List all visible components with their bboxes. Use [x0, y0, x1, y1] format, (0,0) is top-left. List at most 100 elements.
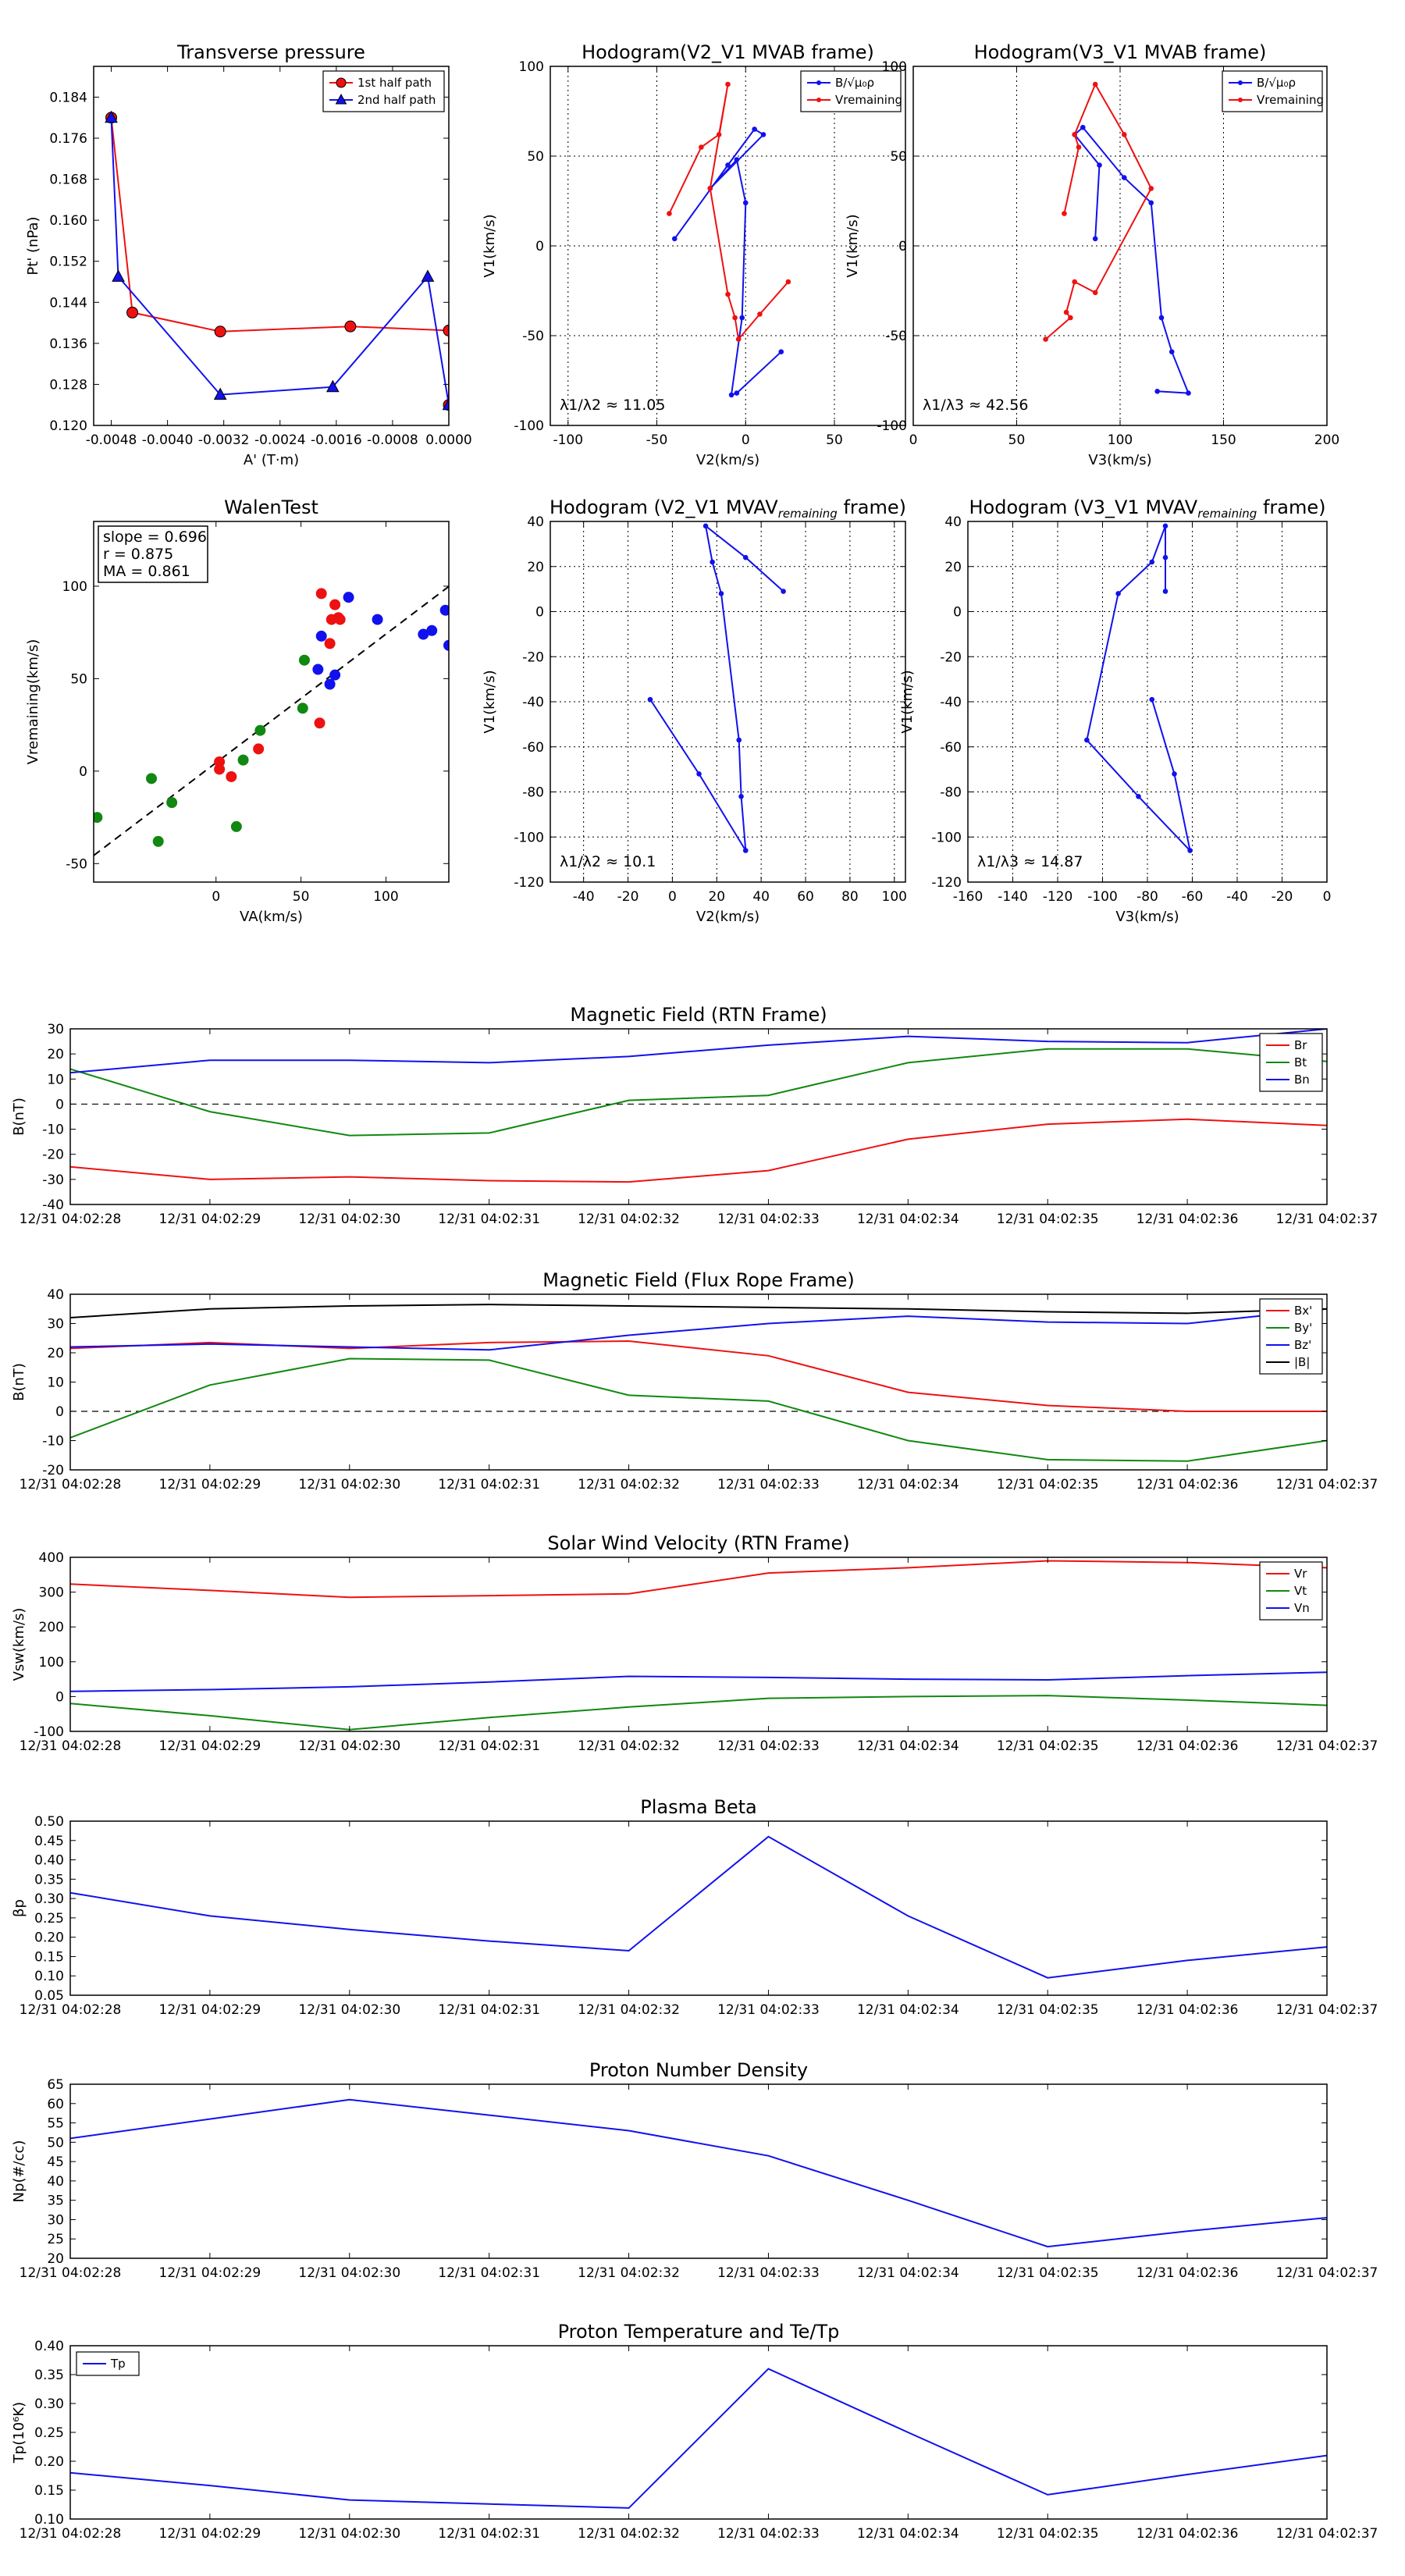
- x-tick-label: 12/31 04:02:34: [857, 1212, 959, 1227]
- x-tick-label: 12/31 04:02:33: [717, 2265, 820, 2281]
- chart-beta: 12/31 04:02:28 12/31 04:02:29 12/31 04:02:…: [11, 1796, 1378, 2018]
- x-tick-label: -0.0048: [86, 432, 137, 448]
- marker-dot: [1168, 349, 1175, 355]
- chart-h4: -160 -140 -120 -100 -80 -60 -40 -20 0 -120 -100 -80…: [899, 496, 1331, 925]
- y-tick-label: 100: [62, 579, 87, 595]
- y-tick-label: 10: [47, 1072, 64, 1087]
- data-point-green: [152, 835, 164, 847]
- marker-dot: [696, 771, 702, 777]
- data-point-blue: [443, 639, 449, 651]
- x-tick-label: 12/31 04:02:34: [857, 1477, 959, 1493]
- y-tick-label: -120: [931, 875, 962, 891]
- y-tick-label: 400: [39, 1550, 64, 1566]
- legend-label: Br: [1294, 1038, 1307, 1052]
- x-tick-label: 0: [742, 432, 750, 448]
- legend-box: [800, 70, 902, 112]
- x-tick-label: 12/31 04:02:28: [20, 2526, 122, 2542]
- y-tick-label: 35: [47, 2194, 64, 2209]
- axes-frame: [69, 1293, 1328, 1471]
- data-point-blue: [426, 624, 438, 636]
- plot-area: [70, 1835, 1327, 1979]
- x-axis-label: V3(km/s): [1088, 452, 1151, 468]
- data-point-blue: [315, 630, 327, 642]
- chart-title: WalenTest: [224, 496, 318, 518]
- y-tick-label: 0.40: [34, 1853, 64, 1869]
- legend-label: Bn: [1294, 1073, 1310, 1087]
- marker-dot: [710, 559, 715, 565]
- series-line-B: [70, 1304, 1327, 1318]
- legend-marker: [816, 98, 821, 102]
- y-tick-label: -100: [931, 830, 962, 845]
- y-tick-label: 0.40: [34, 2339, 64, 2354]
- y-tick-label: 0.25: [34, 1911, 64, 1927]
- axes-frame: [550, 521, 906, 883]
- x-tick-label: -0.0008: [367, 432, 418, 448]
- y-tick-label: 30: [47, 2212, 64, 2228]
- y-tick-label: 0.160: [49, 213, 87, 229]
- chart-title: Hodogram (V2_V1 MVAVremaining frame): [550, 496, 906, 521]
- y-tick-label: 0.136: [49, 336, 87, 352]
- x-axis-label: V3(km/s): [1115, 909, 1179, 925]
- y-tick-label: 200: [39, 1620, 64, 1635]
- chart-title: Proton Number Density: [589, 2059, 808, 2081]
- x-tick-label: 12/31 04:02:33: [717, 2526, 820, 2542]
- data-point-red: [314, 717, 325, 729]
- y-tick-label: 0: [55, 1689, 64, 1705]
- x-tick-label: 12/31 04:02:31: [438, 2526, 540, 2542]
- y-axis-label: B(nT): [11, 1098, 27, 1136]
- marker-dot: [1122, 132, 1127, 137]
- legend-label: Vt: [1294, 1584, 1307, 1598]
- axes-frame: [93, 66, 450, 426]
- x-tick-label: 12/31 04:02:36: [1136, 2265, 1239, 2281]
- marker-dot: [1154, 389, 1160, 394]
- y-tick-label: 40: [47, 1287, 64, 1303]
- y-tick-label: 20: [47, 1346, 64, 1361]
- x-tick-label: -0.0040: [142, 432, 194, 448]
- y-tick-label: 0.10: [34, 2512, 64, 2528]
- plot-area: [70, 1029, 1327, 1183]
- marker-dot: [742, 200, 749, 206]
- legend-box: [322, 70, 445, 112]
- y-tick-label: 10: [47, 1375, 64, 1391]
- y-tick-label: 100: [882, 59, 907, 75]
- plot-area: [70, 2368, 1327, 2509]
- x-tick-label: 50: [293, 889, 310, 905]
- x-tick-label: 100: [373, 889, 398, 905]
- marker-dot: [1136, 793, 1141, 799]
- x-tick-label: 12/31 04:02:37: [1276, 2526, 1378, 2542]
- x-tick-label: 12/31 04:02:37: [1276, 1477, 1378, 1493]
- chart-h3: -40 -20 0 20 40 60 80 100 -120 -100 -80 -60 -40 -20 0 2…: [482, 496, 907, 925]
- marker-dot: [757, 311, 763, 317]
- marker-dot: [1186, 390, 1191, 396]
- marker-dot: [1092, 236, 1098, 242]
- x-tick-label: 12/31 04:02:30: [298, 2002, 400, 2018]
- marker-dot: [1115, 591, 1121, 596]
- x-tick-label: 12/31 04:02:32: [578, 1212, 680, 1227]
- y-tick-label: 0: [79, 764, 87, 780]
- x-tick-label: 150: [1211, 432, 1236, 448]
- marker-dot: [1097, 162, 1102, 168]
- y-tick-label: 45: [47, 2154, 64, 2170]
- series-line-Vremaining: [668, 84, 789, 341]
- marker-triangle: [112, 269, 125, 282]
- stats-line: r = 0.875: [103, 546, 173, 563]
- chart-h2: 0 50 100 150 200 -100 -50 0 50 100 Hodogram(V3_V1 …: [845, 41, 1339, 468]
- y-tick-label: -40: [42, 1197, 64, 1213]
- data-point-red: [253, 743, 265, 755]
- legend-marker: [1238, 80, 1243, 85]
- data-point-green: [230, 820, 242, 832]
- marker-dot: [732, 315, 738, 321]
- y-tick-label: 0.10: [34, 1969, 64, 1984]
- y-tick-label: -120: [514, 875, 544, 891]
- y-tick-label: 0.30: [34, 2396, 64, 2412]
- marker-dot: [671, 236, 678, 242]
- series-line-By: [70, 1357, 1327, 1462]
- x-tick-label: 40: [752, 889, 770, 905]
- chart-title: Hodogram(V2_V1 MVAB frame): [582, 41, 874, 63]
- y-tick-label: 0.168: [49, 173, 87, 188]
- y-tick-label: 0: [55, 1404, 64, 1420]
- marker-dot: [1162, 589, 1168, 594]
- marker-dot: [725, 81, 731, 87]
- marker-dot: [1072, 279, 1077, 285]
- x-tick-label: -160: [953, 889, 984, 905]
